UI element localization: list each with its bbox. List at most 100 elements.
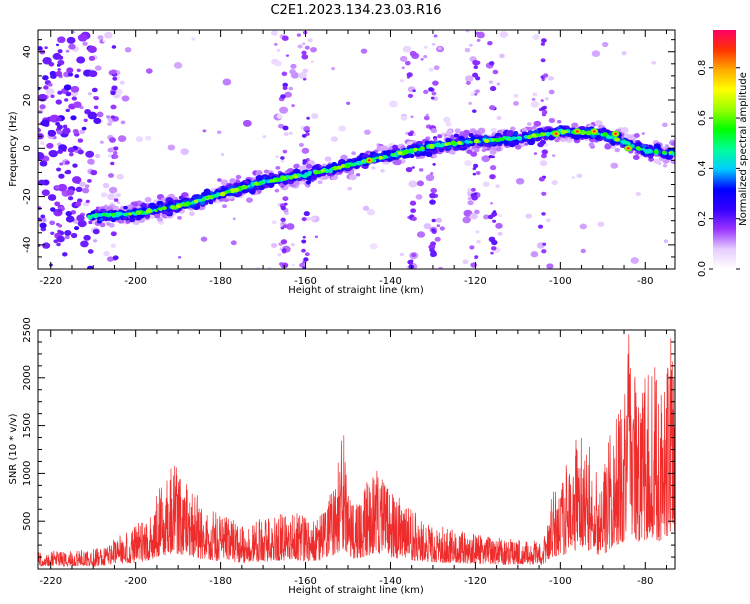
- ridge-core: [337, 165, 343, 170]
- noise-speckle: [388, 100, 398, 108]
- noise-speckle: [39, 160, 48, 167]
- ridge-core: [602, 132, 608, 137]
- noise-speckle: [641, 132, 645, 135]
- noise-blob: [432, 80, 439, 86]
- noise-blob: [540, 42, 546, 46]
- noise-blob: [280, 94, 286, 99]
- noise-blob: [487, 214, 494, 220]
- noise-speckle: [296, 33, 302, 37]
- noise-speckle: [423, 54, 428, 59]
- ridge-pixel: [229, 178, 237, 184]
- noise-speckle: [145, 135, 152, 141]
- noise-blob: [57, 149, 63, 154]
- noise-blob: [301, 248, 306, 253]
- ridge-pixel: [144, 196, 152, 203]
- noise-blob: [85, 150, 95, 158]
- noise-speckle: [291, 104, 295, 108]
- noise-blob: [541, 78, 545, 82]
- noise-blob: [281, 71, 288, 77]
- ridge-peak: [614, 132, 617, 135]
- noise-speckle: [408, 180, 418, 188]
- noise-blob: [49, 70, 57, 77]
- noise-speckle: [49, 220, 56, 226]
- ridge-core: [127, 212, 133, 216]
- noise-blob: [72, 163, 78, 168]
- noise-speckle: [62, 127, 71, 135]
- ridge-pixel: [416, 150, 421, 154]
- noise-blob: [76, 214, 85, 222]
- ridge-pixel: [355, 173, 361, 177]
- ridge-pixel: [208, 200, 214, 205]
- noise-blob: [86, 178, 92, 183]
- ridge-pixel: [450, 151, 456, 155]
- ridge-core: [507, 138, 511, 141]
- ridge-core: [135, 210, 142, 215]
- ridge-pixel: [671, 152, 675, 156]
- noise-blob: [280, 205, 286, 211]
- noise-speckle: [70, 85, 80, 93]
- noise-blob: [469, 245, 475, 250]
- noise-speckle: [499, 53, 505, 59]
- spectrogram-panel: -220 -200 -180 -160 -140 -120 -100 -80-40-20020…: [8, 29, 680, 296]
- ridge-pixel: [465, 140, 470, 144]
- ridge-pixel: [307, 173, 311, 176]
- noise-speckle: [283, 132, 289, 137]
- noise-blob: [305, 132, 310, 136]
- ridge-pixel: [631, 144, 635, 147]
- noise-blob: [429, 192, 437, 199]
- noise-blob: [57, 224, 63, 228]
- ridge-pixel: [374, 156, 379, 160]
- noise-speckle: [433, 34, 438, 38]
- ridge-core: [492, 138, 497, 142]
- ridge-pixel: [664, 144, 669, 148]
- noise-blob: [280, 156, 285, 160]
- noise-speckle: [347, 186, 353, 191]
- noise-blob: [473, 192, 478, 196]
- noise-blob: [42, 56, 52, 65]
- noise-speckle: [551, 154, 556, 157]
- noise-blob: [67, 72, 74, 77]
- figure-title: C2E1.2023.134.23.03.R16: [270, 3, 441, 18]
- noise-speckle: [307, 38, 313, 43]
- ridge-pixel: [473, 147, 480, 153]
- noise-blob: [541, 149, 549, 155]
- noise-blob: [42, 242, 51, 249]
- noise-blob: [38, 86, 41, 91]
- spectrogram-y-tick-label: -40: [22, 237, 33, 253]
- noise-blob: [58, 173, 65, 179]
- noise-blob: [282, 82, 288, 88]
- noise-blob: [491, 211, 498, 217]
- noise-speckle: [79, 181, 86, 187]
- ridge-pixel: [539, 139, 546, 145]
- noise-speckle: [276, 48, 281, 52]
- noise-blob: [41, 189, 50, 196]
- noise-speckle: [330, 136, 339, 143]
- ridge-pixel: [324, 156, 332, 162]
- ridge-pixel: [349, 174, 357, 181]
- noise-blob: [56, 63, 61, 67]
- noise-blob: [88, 220, 93, 225]
- ridge-pixel: [468, 132, 474, 138]
- ridge-core: [170, 205, 177, 210]
- noise-speckle: [44, 46, 48, 50]
- noise-blob: [93, 96, 99, 101]
- ridge-pixel: [133, 202, 139, 207]
- noise-speckle: [364, 129, 371, 135]
- noise-speckle: [425, 174, 435, 182]
- noise-blob: [430, 241, 437, 247]
- noise-blob: [489, 105, 496, 111]
- noise-speckle: [663, 239, 669, 243]
- noise-blob: [474, 93, 478, 96]
- noise-speckle: [513, 101, 519, 106]
- noise-blob: [285, 54, 290, 57]
- ridge-pixel: [675, 152, 680, 156]
- ridge-core: [187, 202, 192, 206]
- noise-blob: [54, 185, 60, 190]
- noise-speckle: [103, 250, 110, 257]
- noise-speckle: [310, 215, 317, 221]
- noise-speckle: [515, 177, 525, 185]
- noise-blob: [281, 262, 289, 268]
- ridge-pixel: [614, 147, 620, 153]
- noise-blob: [111, 45, 117, 49]
- noise-speckle: [533, 152, 538, 155]
